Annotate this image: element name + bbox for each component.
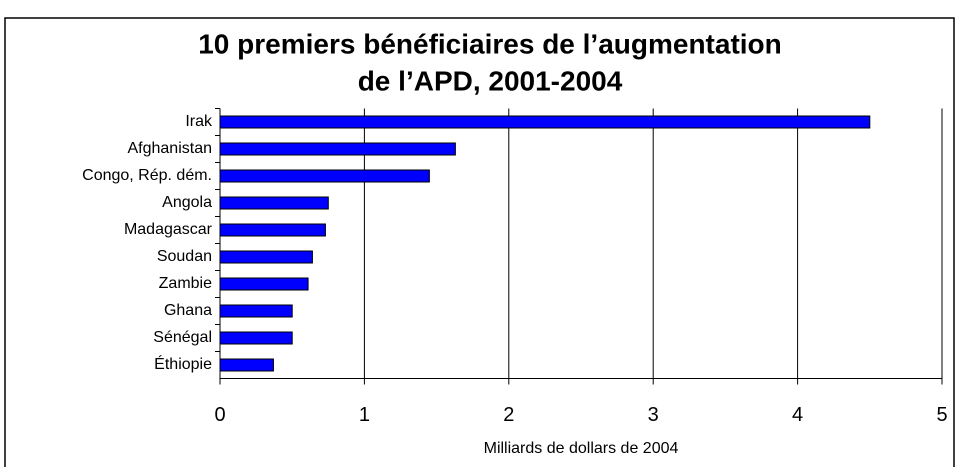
bar — [219, 250, 313, 264]
y-tick-label: Angola — [162, 194, 212, 211]
bar — [219, 115, 871, 129]
bar — [219, 196, 329, 210]
y-tick-label: Madagascar — [124, 221, 213, 238]
y-tick-label: Ghana — [164, 302, 212, 319]
x-axis-label: Milliards de dollars de 2004 — [484, 440, 679, 457]
x-tick-label: 3 — [648, 404, 659, 426]
bar — [219, 358, 274, 372]
y-tick-label: Irak — [185, 113, 213, 130]
y-tick-label: Éthiopie — [154, 354, 212, 373]
bar — [219, 304, 293, 318]
bar — [219, 331, 293, 345]
chart-title: 10 premiers bénéficiaires de l’augmentat… — [198, 28, 782, 59]
y-tick-label: Congo, Rép. dém. — [82, 167, 212, 184]
chart-frame — [4, 17, 955, 467]
x-tick-label: 4 — [792, 404, 803, 426]
x-tick-label: 2 — [503, 404, 514, 426]
x-tick-label: 0 — [214, 404, 225, 426]
x-tick-label: 5 — [936, 404, 947, 426]
y-tick-label: Zambie — [159, 275, 212, 292]
chart-title: de l’APD, 2001-2004 — [358, 65, 623, 96]
y-tick-label: Soudan — [157, 248, 212, 265]
x-tick-label: 1 — [359, 404, 370, 426]
y-tick-label: Sénégal — [153, 329, 212, 346]
bar — [219, 277, 309, 291]
bar — [219, 142, 456, 156]
bar — [219, 169, 430, 183]
bar — [219, 223, 326, 237]
y-tick-label: Afghanistan — [127, 140, 212, 157]
